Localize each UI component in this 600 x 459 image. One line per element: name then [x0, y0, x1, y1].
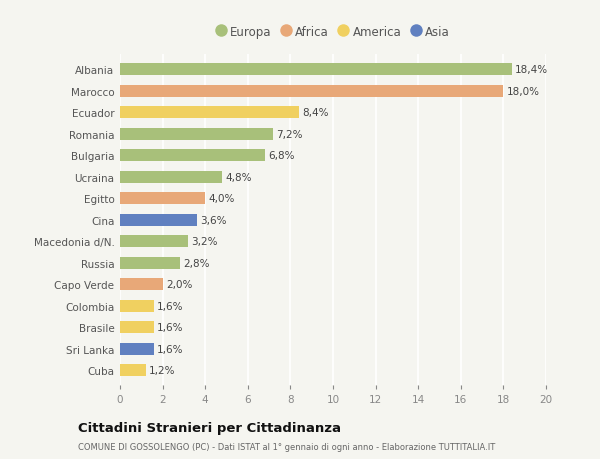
Bar — [120, 214, 197, 226]
Text: COMUNE DI GOSSOLENGO (PC) - Dati ISTAT al 1° gennaio di ogni anno - Elaborazione: COMUNE DI GOSSOLENGO (PC) - Dati ISTAT a… — [78, 442, 495, 451]
Text: 8,4%: 8,4% — [302, 108, 329, 118]
Bar — [120, 150, 265, 162]
Text: 18,0%: 18,0% — [506, 87, 539, 96]
Text: 3,2%: 3,2% — [191, 237, 218, 247]
Text: Cittadini Stranieri per Cittadinanza: Cittadini Stranieri per Cittadinanza — [78, 421, 341, 434]
Bar — [120, 279, 163, 291]
Text: 18,4%: 18,4% — [515, 65, 548, 75]
Bar — [120, 64, 512, 76]
Bar — [120, 107, 299, 119]
Text: 2,0%: 2,0% — [166, 280, 192, 290]
Text: 4,0%: 4,0% — [208, 194, 235, 204]
Text: 1,2%: 1,2% — [149, 365, 175, 375]
Bar — [120, 172, 222, 183]
Bar — [120, 364, 146, 376]
Bar — [120, 322, 154, 334]
Text: 1,6%: 1,6% — [157, 323, 184, 333]
Text: 2,8%: 2,8% — [183, 258, 209, 268]
Bar — [120, 193, 205, 205]
Text: 7,2%: 7,2% — [277, 129, 303, 140]
Bar — [120, 86, 503, 97]
Text: 4,8%: 4,8% — [226, 173, 252, 182]
Bar — [120, 129, 274, 140]
Bar — [120, 343, 154, 355]
Legend: Europa, Africa, America, Asia: Europa, Africa, America, Asia — [211, 21, 455, 44]
Bar — [120, 236, 188, 248]
Bar — [120, 257, 179, 269]
Text: 1,6%: 1,6% — [157, 344, 184, 354]
Text: 3,6%: 3,6% — [200, 215, 226, 225]
Text: 1,6%: 1,6% — [157, 301, 184, 311]
Bar — [120, 300, 154, 312]
Text: 6,8%: 6,8% — [268, 151, 295, 161]
